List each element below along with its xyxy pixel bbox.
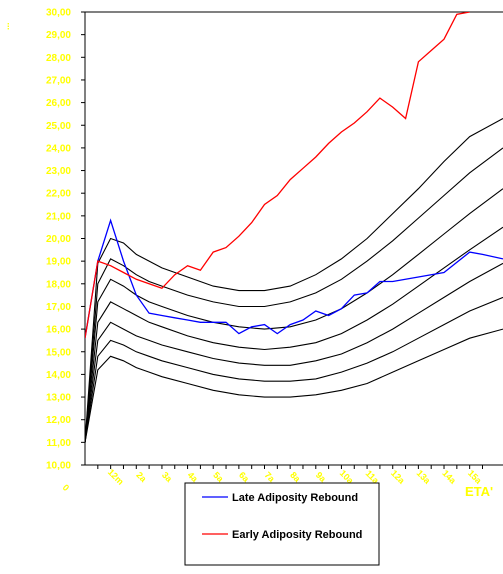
y-tick-label: 27,00 [46, 75, 71, 86]
x-tick-label: 12a [389, 468, 407, 486]
legend-label-late: Late Adiposity Rebound [232, 492, 358, 504]
percentile-curve [85, 188, 503, 443]
x-tick-label: 3a [160, 470, 175, 485]
y-tick-label: 12,00 [46, 415, 71, 426]
y-axis-title: ... [1, 22, 11, 30]
y-tick-label: 24,00 [46, 143, 71, 154]
y-tick-label: 13,00 [46, 393, 71, 404]
y-tick-label: 23,00 [46, 166, 71, 177]
y-tick-label: 16,00 [46, 325, 71, 336]
y-tick-label: 29,00 [46, 30, 71, 41]
data-series [85, 12, 503, 339]
y-tick-label: 10,00 [46, 461, 71, 472]
x-tick-label: 4a [186, 470, 201, 485]
percentile-curve [85, 118, 503, 443]
series-line-early [85, 12, 470, 339]
legend: Late Adiposity Rebound Early Adiposity R… [184, 482, 380, 566]
series-line-late [85, 218, 503, 339]
x-tick-label: 6a [237, 470, 252, 485]
x-tick-label: 12m [106, 467, 126, 487]
percentile-curve [85, 262, 503, 443]
y-tick-label: 28,00 [46, 53, 71, 64]
y-tick-label: 20,00 [46, 234, 71, 245]
y-tick-label: 14,00 [46, 370, 71, 381]
percentile-curve [85, 147, 503, 443]
y-tick-label: 11,00 [47, 438, 72, 449]
x-tick-label: 9a [314, 470, 329, 485]
x-origin-label: 0 [61, 482, 72, 493]
percentile-curve [85, 226, 503, 443]
y-tick-label: 15,00 [46, 347, 71, 358]
y-tick-label: 18,00 [46, 279, 71, 290]
y-tick-label: 25,00 [46, 121, 71, 132]
y-tick-label: 22,00 [46, 189, 71, 200]
y-tick-label: 17,00 [46, 302, 71, 313]
percentile-curve [85, 296, 503, 443]
y-tick-label: 21,00 [46, 211, 71, 222]
x-tick-label: 2a [134, 470, 149, 485]
percentile-curves [85, 118, 503, 443]
x-tick-label: 8a [288, 470, 303, 485]
y-tick-label: 19,00 [46, 257, 71, 268]
y-tick-label: 26,00 [46, 98, 71, 109]
legend-label-early: Early Adiposity Rebound [232, 529, 362, 541]
x-tick-label: 7a [263, 470, 278, 485]
x-tick-label: 5a [211, 470, 226, 485]
x-tick-label: 13a [415, 468, 433, 486]
percentile-curve [85, 328, 503, 443]
y-axis-ticks: 10,00 11,00 12,00 13,00 14,00 15,00 16,00 17,00… [46, 8, 85, 472]
y-tick-label: 30,00 [46, 8, 71, 19]
x-axis-title: ETA' [465, 484, 493, 499]
x-tick-label: 14a [440, 468, 458, 486]
